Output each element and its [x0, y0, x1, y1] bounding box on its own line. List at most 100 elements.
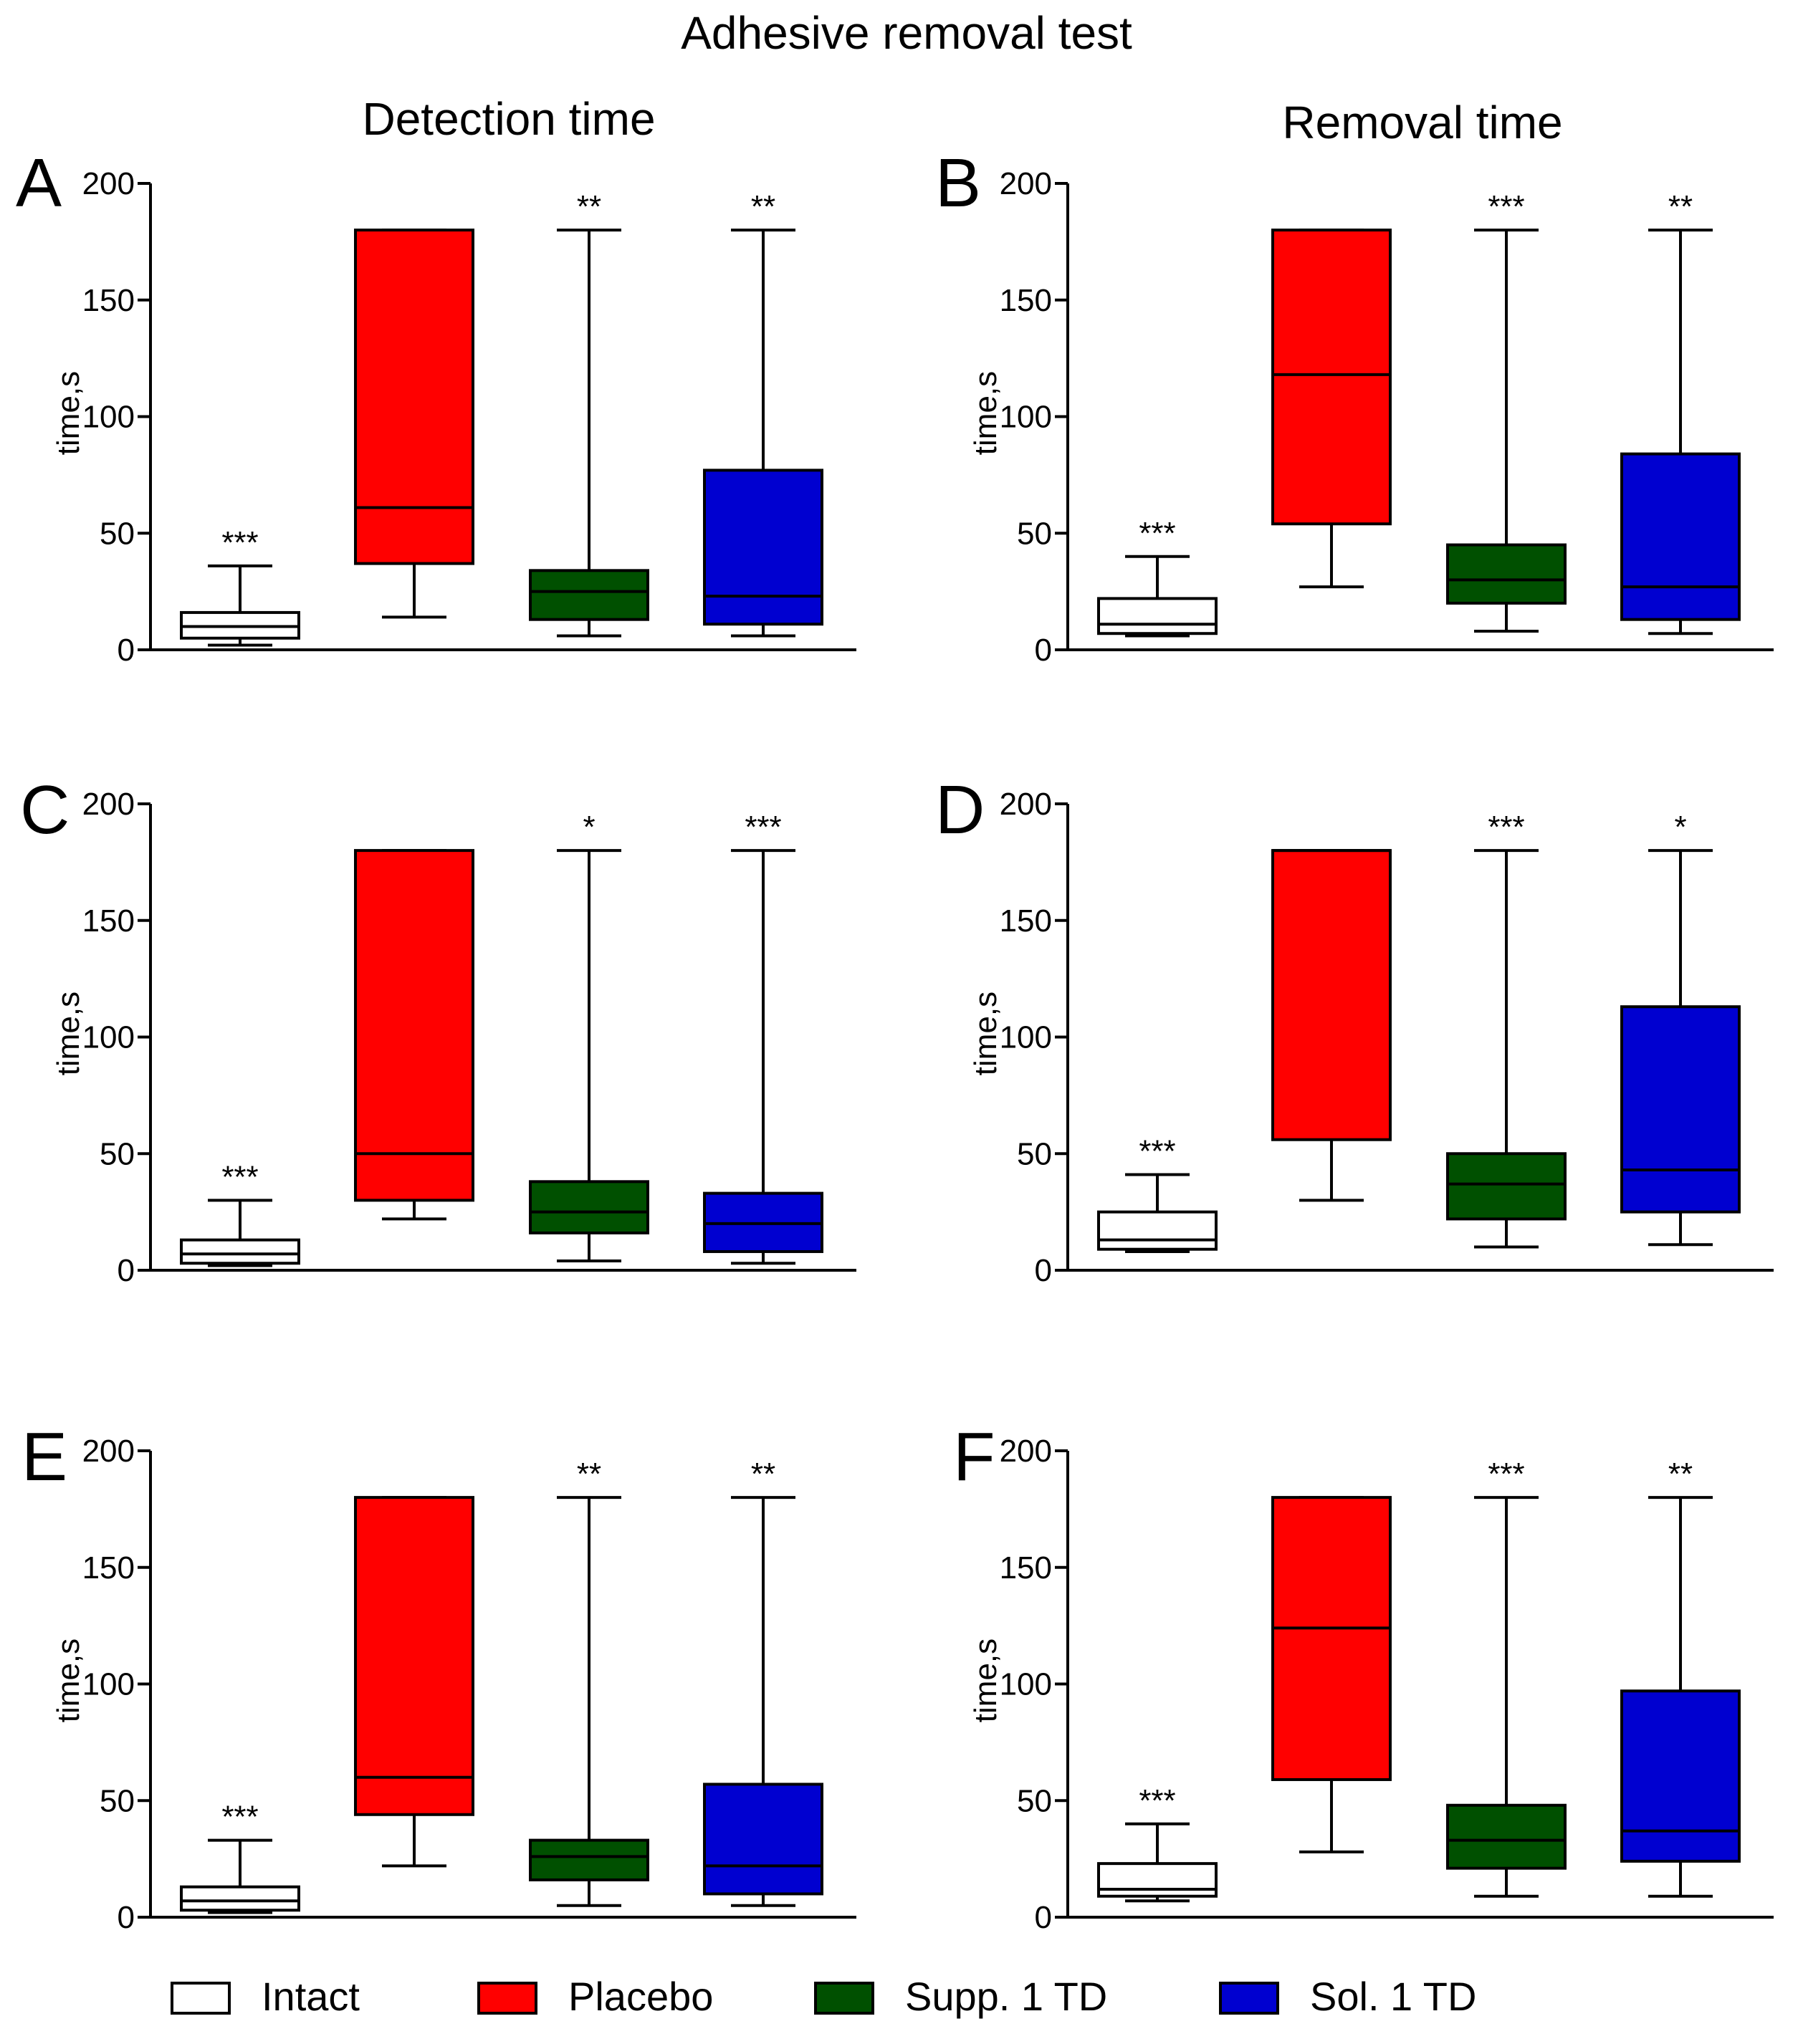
- box-intact: ***: [1097, 1134, 1218, 1253]
- y-tick-label: 100: [82, 400, 135, 435]
- legend-label: Intact: [262, 1974, 360, 2019]
- box-supp-1-td: ***: [1446, 1457, 1567, 1898]
- column-title-removal: Removal time: [1282, 97, 1562, 148]
- y-tick-label: 100: [82, 1667, 135, 1702]
- box-sol-1-td: ***: [703, 810, 823, 1265]
- legend-label: Placebo: [568, 1974, 713, 2019]
- y-axis-label: time,s: [968, 1638, 1003, 1722]
- box-sol-1-td: **: [1620, 1457, 1741, 1898]
- box-supp-1-td: *: [529, 810, 649, 1262]
- significance-label: ***: [1488, 1457, 1524, 1492]
- y-tick-label: 0: [118, 1253, 135, 1288]
- significance-label: ***: [221, 525, 258, 560]
- iqr-box: [354, 1496, 474, 1816]
- y-tick-label: 50: [1017, 1783, 1052, 1818]
- iqr-box: [180, 1238, 300, 1265]
- y-tick-label: 0: [118, 633, 135, 668]
- legend-swatch: [1219, 1982, 1279, 2015]
- iqr-box: [354, 849, 474, 1202]
- y-tick-label: 150: [82, 903, 135, 939]
- y-tick-label: 200: [1000, 1434, 1052, 1469]
- iqr-box: [1097, 1210, 1218, 1251]
- iqr-box: [180, 1885, 300, 1912]
- y-tick-label: 0: [1035, 633, 1052, 668]
- box-placebo: [1271, 1496, 1392, 1853]
- box-sol-1-td: **: [1620, 189, 1741, 635]
- panel-letter: A: [16, 145, 62, 221]
- iqr-box: [703, 1782, 823, 1896]
- significance-label: **: [577, 1457, 601, 1492]
- significance-label: **: [751, 189, 775, 224]
- iqr-box: [703, 469, 823, 626]
- y-tick-label: 150: [1000, 1550, 1052, 1585]
- significance-label: ***: [1488, 810, 1524, 845]
- y-tick-label: 200: [82, 787, 135, 822]
- y-tick-label: 0: [1035, 1900, 1052, 1935]
- panel-letter: E: [21, 1419, 67, 1495]
- significance-label: ***: [1139, 1134, 1175, 1169]
- legend-swatch: [814, 1982, 874, 2015]
- box-intact: ***: [1097, 1783, 1218, 1903]
- y-axis-label: time,s: [51, 371, 86, 455]
- iqr-box: [1271, 1496, 1392, 1781]
- significance-label: ***: [1139, 516, 1175, 551]
- y-axis-label: time,s: [51, 992, 86, 1075]
- legend-item-placebo: Placebo: [477, 1974, 713, 2019]
- y-tick-label: 200: [82, 1434, 135, 1469]
- figure-title: Adhesive removal test: [681, 7, 1132, 59]
- panel-letter: F: [953, 1419, 995, 1495]
- significance-label: *: [1674, 810, 1686, 845]
- y-tick-label: 200: [82, 166, 135, 201]
- iqr-box: [529, 569, 649, 621]
- significance-label: ***: [1139, 1783, 1175, 1818]
- iqr-box: [1620, 1005, 1741, 1214]
- legend-label: Supp. 1 TD: [905, 1974, 1107, 2019]
- box-intact: ***: [180, 1159, 300, 1267]
- significance-label: ***: [1488, 189, 1524, 224]
- y-tick-label: 150: [82, 283, 135, 318]
- significance-label: *: [583, 810, 595, 845]
- box-sol-1-td: *: [1620, 810, 1741, 1247]
- y-tick-label: 150: [82, 1550, 135, 1585]
- y-tick-label: 150: [1000, 283, 1052, 318]
- significance-label: **: [577, 189, 601, 224]
- y-axis-label: time,s: [51, 1638, 86, 1722]
- y-tick-label: 50: [100, 1783, 135, 1818]
- y-tick-label: 100: [82, 1020, 135, 1055]
- y-tick-label: 100: [1000, 1020, 1052, 1055]
- y-tick-label: 50: [1017, 516, 1052, 551]
- significance-label: **: [1668, 1457, 1693, 1492]
- iqr-box: [1446, 1803, 1567, 1870]
- significance-label: ***: [745, 810, 781, 845]
- box-supp-1-td: ***: [1446, 189, 1567, 633]
- panel-letter: C: [20, 772, 70, 848]
- iqr-box: [1446, 1152, 1567, 1221]
- y-tick-label: 100: [1000, 400, 1052, 435]
- box-placebo: [1271, 849, 1392, 1202]
- y-tick-label: 50: [100, 1136, 135, 1171]
- iqr-box: [354, 229, 474, 565]
- iqr-box: [1271, 849, 1392, 1141]
- legend-item-supp-1-td: Supp. 1 TD: [814, 1974, 1107, 2019]
- iqr-box: [1620, 1689, 1741, 1863]
- legend-swatch: [171, 1982, 231, 2015]
- iqr-box: [1620, 452, 1741, 621]
- significance-label: ***: [221, 1159, 258, 1194]
- legend: Intact Placebo Supp. 1 TD Sol. 1 TD: [171, 1974, 1476, 2019]
- y-tick-label: 200: [1000, 166, 1052, 201]
- y-tick-label: 0: [1035, 1253, 1052, 1288]
- iqr-box: [1271, 229, 1392, 526]
- box-sol-1-td: **: [703, 189, 823, 638]
- box-intact: ***: [180, 1800, 300, 1914]
- y-tick-label: 200: [1000, 787, 1052, 822]
- y-axis-label: time,s: [968, 992, 1003, 1075]
- y-tick-label: 50: [1017, 1136, 1052, 1171]
- legend-item-intact: Intact: [171, 1974, 360, 2019]
